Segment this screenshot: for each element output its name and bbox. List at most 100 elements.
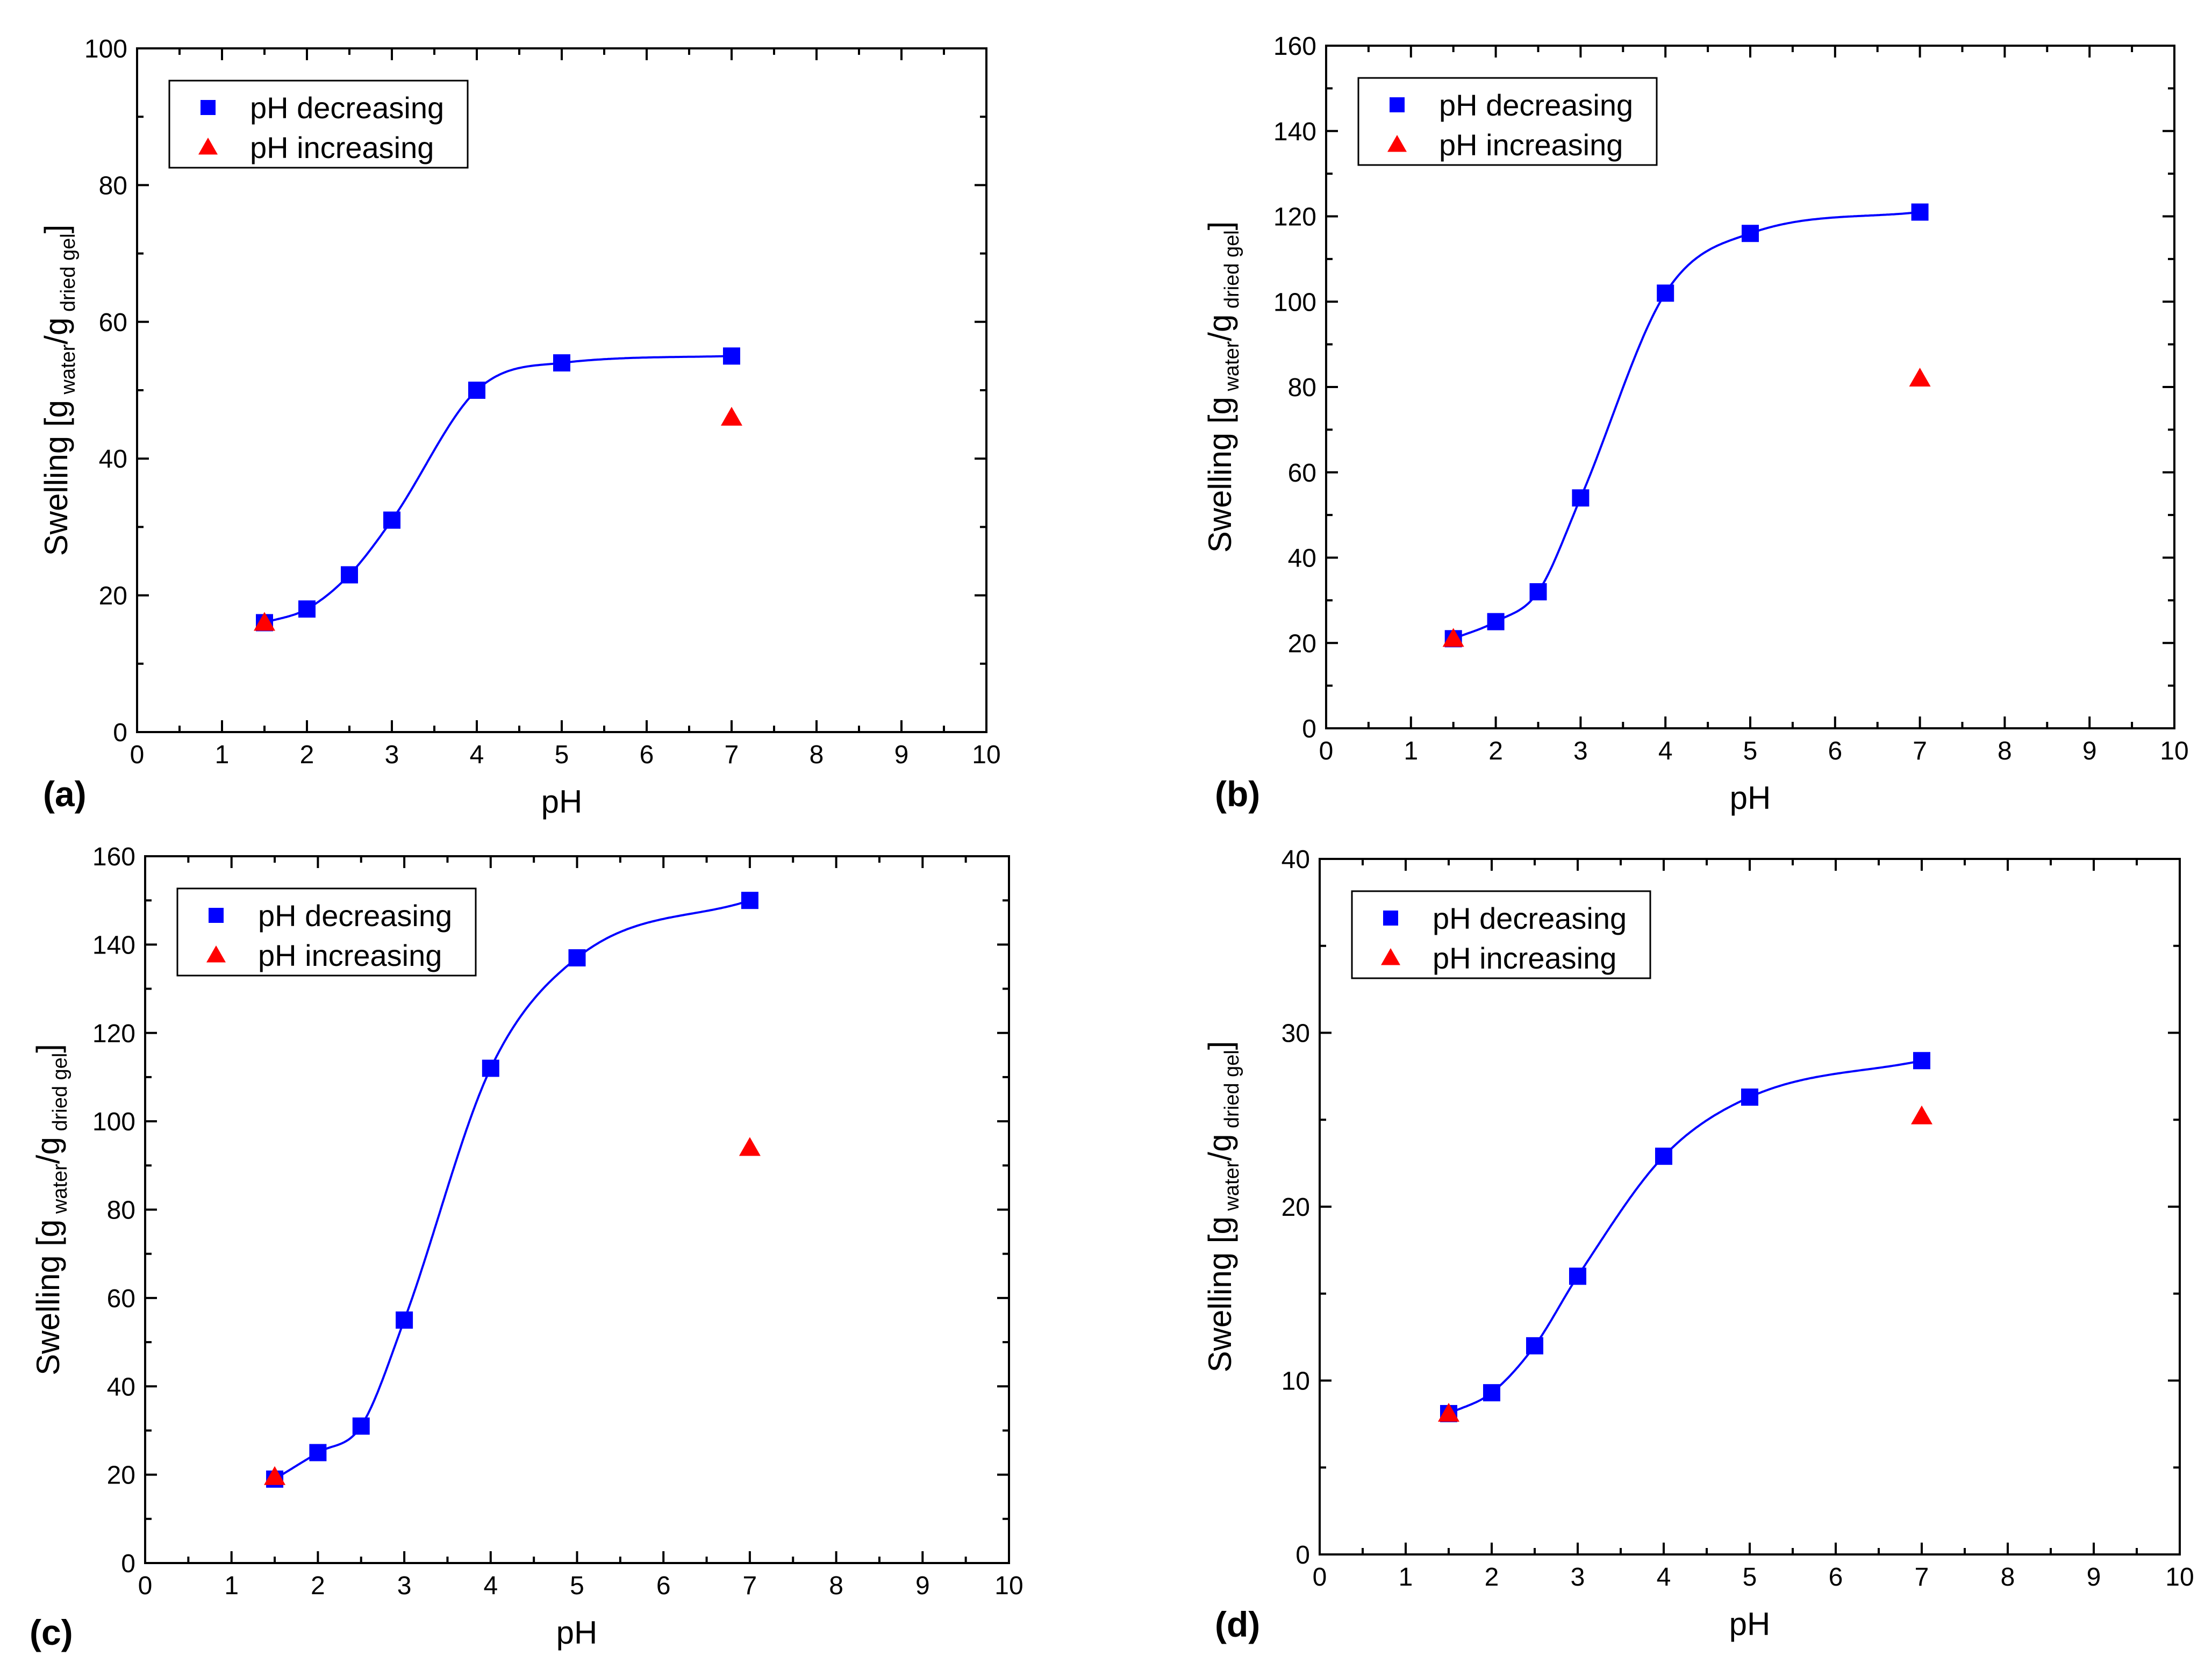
chart-panel-2: 0 1 2 3 4 5 6 7 8 9 10020406080100120140160pHSwell… <box>1202 32 2189 816</box>
legend: pH decreasing pH increasing <box>168 80 469 169</box>
marker-ph-decreasing <box>482 1059 499 1077</box>
x-tick-label: 0 <box>130 741 145 769</box>
legend-marker-ph-decreasing <box>1383 911 1398 926</box>
x-tick-label: 6 <box>656 1572 671 1600</box>
y-label-sub-dried: dried gel <box>1221 230 1243 314</box>
y-label-sub-dried: dried gel <box>1221 1050 1243 1134</box>
legend-label: pH decreasing <box>258 899 452 933</box>
y-tick-label: 60 <box>99 309 127 337</box>
x-tick-label: 8 <box>829 1572 843 1600</box>
fit-curve <box>1448 1059 1922 1415</box>
y-label-mid: /g <box>1202 314 1238 341</box>
y-label-main: Swelling [g <box>30 1220 66 1375</box>
legend-label: pH decreasing <box>1433 901 1627 935</box>
y-label-sub-water: water <box>49 1164 71 1220</box>
x-tick-label: 7 <box>1913 737 1927 765</box>
x-tick-label: 9 <box>894 741 909 769</box>
x-tick-label: 9 <box>2087 1563 2101 1592</box>
y-label-end: ] <box>38 225 74 234</box>
x-tick-label: 7 <box>725 741 739 769</box>
y-label-mid: /g <box>1202 1134 1238 1161</box>
y-tick-label: 80 <box>107 1196 135 1225</box>
y-tick-label: 20 <box>99 582 127 611</box>
marker-ph-increasing <box>721 406 742 426</box>
y-tick-label: 160 <box>1273 32 1316 61</box>
x-tick-label: 3 <box>397 1572 412 1600</box>
x-tick-label: 2 <box>1485 1563 1499 1592</box>
x-tick-label: 2 <box>311 1572 325 1600</box>
x-tick-label: 3 <box>385 741 399 769</box>
marker-ph-decreasing <box>1572 489 1590 507</box>
y-label-main: Swelling [g <box>38 400 74 556</box>
x-axis-label: pH <box>1730 780 1771 816</box>
legend-marker-ph-increasing <box>1381 948 1400 965</box>
y-tick-label: 60 <box>1288 459 1316 488</box>
marker-ph-decreasing <box>568 949 586 967</box>
marker-ph-decreasing <box>553 354 570 372</box>
y-label-end: ] <box>30 1044 66 1053</box>
legend-label: pH increasing <box>250 131 434 164</box>
y-label-mid: /g <box>38 318 74 345</box>
x-tick-label: 1 <box>224 1572 239 1600</box>
x-tick-label: 10 <box>972 741 1000 769</box>
marker-ph-decreasing <box>352 1417 370 1435</box>
marker-ph-decreasing <box>1741 1088 1758 1106</box>
x-tick-label: 3 <box>1573 737 1588 765</box>
y-tick-label: 40 <box>1288 544 1316 573</box>
marker-ph-increasing <box>254 612 275 631</box>
x-tick-label: 6 <box>1828 737 1842 765</box>
chart-panel-3: 0 1 2 3 4 5 6 7 8 9 10020406080100120140160pHSwell… <box>30 843 1023 1652</box>
marker-ph-decreasing <box>1529 583 1547 600</box>
y-tick-label: 120 <box>92 1020 135 1048</box>
marker-ph-decreasing <box>723 347 740 365</box>
panel-label: (b) <box>1215 774 1260 814</box>
x-tick-label: 2 <box>300 741 314 769</box>
legend-box <box>1357 77 1658 166</box>
x-tick-label: 1 <box>215 741 230 769</box>
legend-box <box>176 887 477 977</box>
y-tick-label: 20 <box>1282 1193 1310 1222</box>
y-tick-label: 40 <box>99 445 127 474</box>
x-tick-label: 5 <box>1743 1563 1757 1592</box>
marker-ph-decreasing <box>468 382 485 399</box>
y-label-end: ] <box>1202 1041 1238 1050</box>
legend-marker-ph-decreasing <box>201 100 216 115</box>
y-tick-label: 120 <box>1273 203 1316 232</box>
x-tick-label: 9 <box>915 1572 930 1600</box>
x-tick-label: 9 <box>2082 737 2097 765</box>
marker-ph-decreasing <box>341 566 358 584</box>
y-tick-label: 100 <box>84 35 127 63</box>
marker-ph-decreasing <box>1655 1148 1672 1165</box>
y-label-sub-dried: dried gel <box>49 1053 71 1137</box>
marker-ph-decreasing <box>1742 225 1759 242</box>
marker-ph-decreasing <box>1526 1337 1543 1354</box>
y-tick-label: 0 <box>1295 1541 1310 1569</box>
x-tick-label: 2 <box>1488 737 1503 765</box>
marker-ph-decreasing <box>309 1444 327 1461</box>
y-tick-label: 20 <box>1288 629 1316 658</box>
x-axis-label: pH <box>556 1615 598 1651</box>
x-tick-label: 10 <box>2160 737 2188 765</box>
y-label-sub-dried: dried gel <box>57 233 80 317</box>
x-tick-label: 5 <box>570 1572 584 1600</box>
x-tick-label: 0 <box>1313 1563 1327 1592</box>
legend-marker-ph-decreasing <box>209 908 224 923</box>
marker-ph-decreasing <box>396 1311 413 1329</box>
marker-ph-increasing <box>1442 628 1464 647</box>
panel-label: (a) <box>43 774 87 814</box>
y-label-sub-water: water <box>1221 341 1243 397</box>
x-axis-label: pH <box>541 784 583 820</box>
x-tick-label: 8 <box>1998 737 2012 765</box>
y-label-mid: /g <box>30 1137 66 1164</box>
y-tick-label: 30 <box>1282 1020 1310 1048</box>
x-tick-label: 1 <box>1404 737 1418 765</box>
marker-ph-decreasing <box>1657 284 1674 302</box>
y-tick-label: 100 <box>1273 288 1316 317</box>
marker-ph-increasing <box>264 1466 286 1485</box>
x-tick-label: 7 <box>1915 1563 1929 1592</box>
legend-label: pH decreasing <box>1439 88 1633 122</box>
x-axis-label: pH <box>1729 1606 1771 1642</box>
x-tick-label: 3 <box>1571 1563 1585 1592</box>
